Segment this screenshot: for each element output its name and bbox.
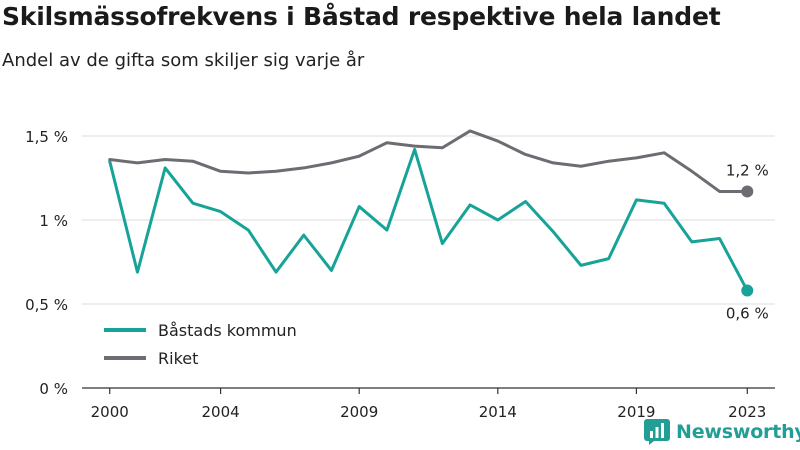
brand-logo: Newsworthy [644,419,800,445]
newsworthy-logo-icon [644,419,670,445]
chart-title: Skilsmässofrekvens i Båstad respektive h… [2,2,721,31]
x-axis: 2000 2004 2009 2014 2019 2023 [82,387,775,421]
x-tick-label: 2019 [617,403,655,421]
x-tick-label: 2023 [728,403,766,421]
y-tick-label: 0 % [39,380,68,398]
series-line [108,129,749,193]
legend-label: Båstads kommun [158,321,297,340]
x-tick-label: 2009 [340,403,378,421]
grid-lines [82,135,775,305]
series-line [108,147,749,293]
legend: Båstads kommun Riket [104,321,297,368]
series-end-marker [741,185,754,198]
x-tick-label: 2004 [202,403,240,421]
x-tick-label: 2014 [479,403,517,421]
y-tick-label: 1,5 % [25,128,68,146]
y-tick-label: 0,5 % [25,296,68,314]
x-tick-label: 2000 [91,403,129,421]
series-end-label: 1,2 % [726,161,769,179]
brand-name: Newsworthy [676,421,800,443]
chart-subtitle: Andel av de gifta som skiljer sig varje … [2,50,365,71]
legend-label: Riket [158,349,198,368]
series-lines: 0,6 % 1,2 % [108,129,769,323]
y-axis: 0 % 0,5 % 1 % 1,5 % [25,128,68,398]
series-end-label: 0,6 % [726,305,769,323]
series-end-marker [741,284,754,297]
y-tick-label: 1 % [39,212,68,230]
